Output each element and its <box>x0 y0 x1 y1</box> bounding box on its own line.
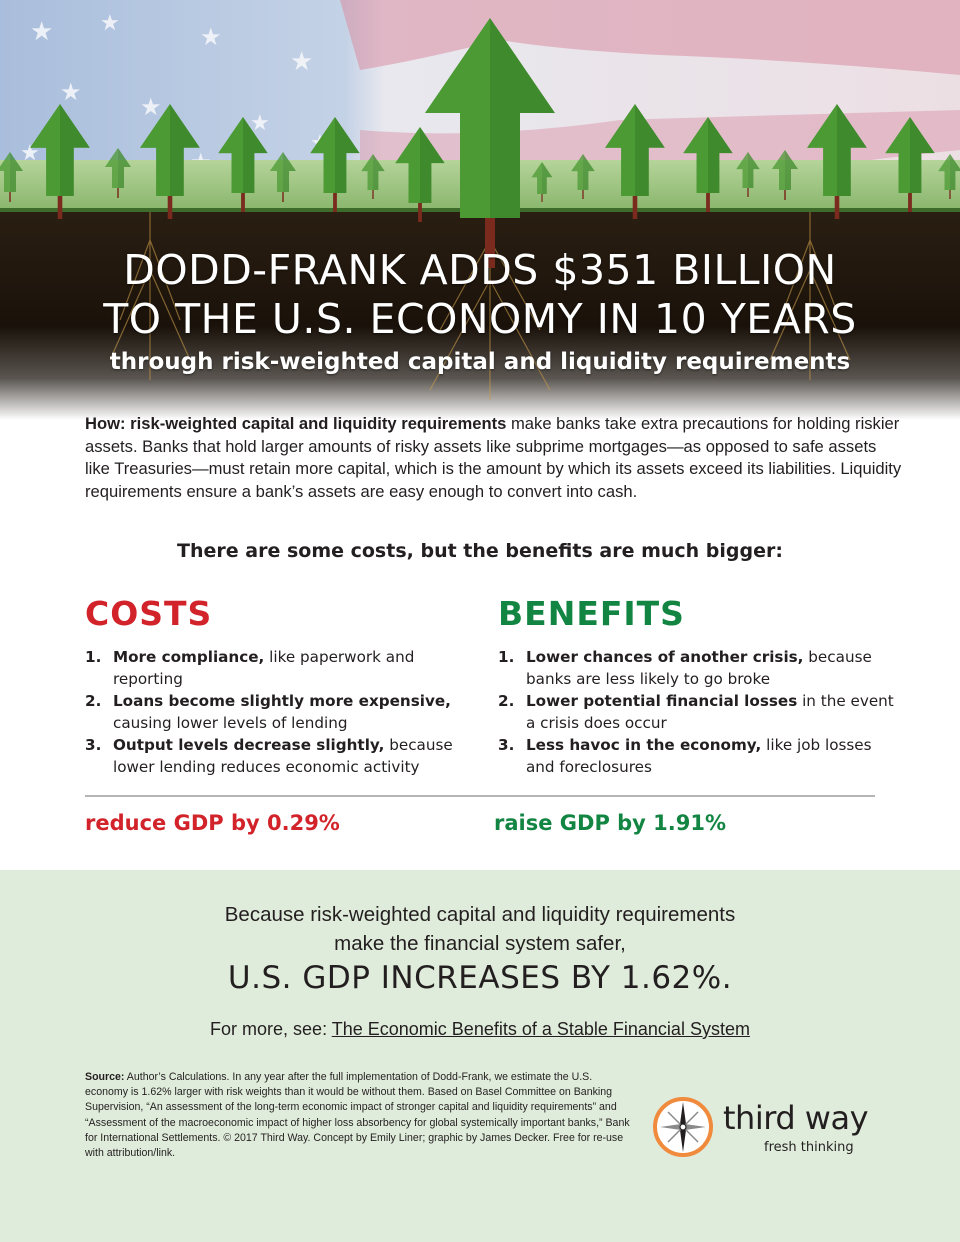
cost-item-number: 2. <box>85 692 102 710</box>
cost-item-number: 1. <box>85 648 102 666</box>
benefit-item-number: 1. <box>498 648 515 666</box>
more-info-link[interactable]: The Economic Benefits of a Stable Financ… <box>331 1019 750 1039</box>
more-info: For more, see: The Economic Benefits of … <box>0 1016 960 1042</box>
cost-item: 2. Loans become slightly more expensive, … <box>85 690 485 734</box>
section-divider <box>85 795 875 797</box>
costs-column: COSTS 1. More compliance, like paperwork … <box>85 592 485 778</box>
title-line-1: DODD-FRANK ADDS $351 BILLION <box>123 246 837 294</box>
costs-heading: COSTS <box>85 594 213 633</box>
third-way-logo: third way fresh thinking <box>650 1092 890 1162</box>
cost-item-text: causing lower levels of lending <box>113 714 348 732</box>
cost-item: 3. Output levels decrease slightly, becau… <box>85 734 485 778</box>
summary-line-1: Because risk-weighted capital and liquid… <box>224 903 736 926</box>
svg-text:★: ★ <box>250 110 270 135</box>
benefits-list: 1. Lower chances of another crisis, becau… <box>498 646 898 778</box>
benefit-item-text: because banks are less likely to go brok… <box>526 648 872 688</box>
section-lead: There are some costs, but the benefits a… <box>177 540 783 562</box>
compass-icon <box>653 1097 713 1157</box>
benefit-item: 3. Less havoc in the economy, like job lo… <box>498 734 898 778</box>
hero-illustration: ★★ ★★ ★★ ★★ ★★ <box>0 0 960 420</box>
cost-item-bold: Output levels decrease slightly, <box>113 736 385 754</box>
cost-item-bold: More compliance, <box>113 648 265 666</box>
benefit-item-text: like job losses and foreclosures <box>526 736 872 776</box>
summary-text: Because risk-weighted capital and liquid… <box>0 900 960 958</box>
page-title: DODD-FRANK ADDS $351 BILLION TO THE U.S.… <box>0 246 960 344</box>
cost-item-text: like paperwork and reporting <box>113 648 415 688</box>
benefits-heading: BENEFITS <box>498 594 685 633</box>
intro-bold-lead: How: risk-weighted capital and liquidity… <box>85 414 507 433</box>
benefits-column: BENEFITS 1. Lower chances of another cris… <box>498 592 898 778</box>
summary-line-2: make the financial system safer, <box>334 932 626 955</box>
source-text: Author’s Calculations. In any year after… <box>85 1071 630 1160</box>
title-line-2: TO THE U.S. ECONOMY IN 10 YEARS <box>103 295 857 343</box>
benefit-item: 2. Lower potential financial losses in th… <box>498 690 898 734</box>
cost-item: 1. More compliance, like paperwork and re… <box>85 646 485 690</box>
costs-gdp-impact: reduce GDP by 0.29% <box>85 811 340 835</box>
svg-text:★: ★ <box>30 16 53 46</box>
svg-text:★: ★ <box>60 79 82 106</box>
svg-text:★: ★ <box>200 24 222 51</box>
benefit-item-number: 2. <box>498 692 515 710</box>
benefit-item-bold: Lower potential financial losses <box>526 692 798 710</box>
benefit-item-number: 3. <box>498 736 515 754</box>
more-info-prefix: For more, see: <box>210 1019 332 1039</box>
summary-headline: U.S. GDP INCREASES BY 1.62%. <box>227 960 733 996</box>
svg-text:★: ★ <box>140 94 162 121</box>
svg-text:★: ★ <box>290 46 313 76</box>
costs-list: 1. More compliance, like paperwork and re… <box>85 646 485 778</box>
cost-item-bold: Loans become slightly more expensive, <box>113 692 451 710</box>
summary-band: Because risk-weighted capital and liquid… <box>0 870 960 1242</box>
benefit-item-text: in the event a crisis does occur <box>526 692 894 732</box>
intro-body: make banks take extra precautions for ho… <box>85 414 902 501</box>
cost-item-text: because lower lending reduces economic a… <box>113 736 453 776</box>
benefit-item: 1. Lower chances of another crisis, becau… <box>498 646 898 690</box>
intro-paragraph: How: risk-weighted capital and liquidity… <box>85 413 905 503</box>
benefit-item-bold: Less havoc in the economy, <box>526 736 762 754</box>
logo-tagline: fresh thinking <box>764 1140 854 1155</box>
logo-name: third way <box>723 1099 869 1137</box>
hero-banner: ★★ ★★ ★★ ★★ ★★ <box>0 0 960 420</box>
source-note: Source: Author’s Calculations. In any ye… <box>85 1070 630 1161</box>
svg-text:★: ★ <box>100 10 120 35</box>
source-label: Source: <box>85 1071 125 1083</box>
page-subtitle: through risk-weighted capital and liquid… <box>109 349 851 375</box>
cost-item-number: 3. <box>85 736 102 754</box>
benefit-item-bold: Lower chances of another crisis, <box>526 648 804 666</box>
benefits-gdp-impact: raise GDP by 1.91% <box>494 811 727 835</box>
